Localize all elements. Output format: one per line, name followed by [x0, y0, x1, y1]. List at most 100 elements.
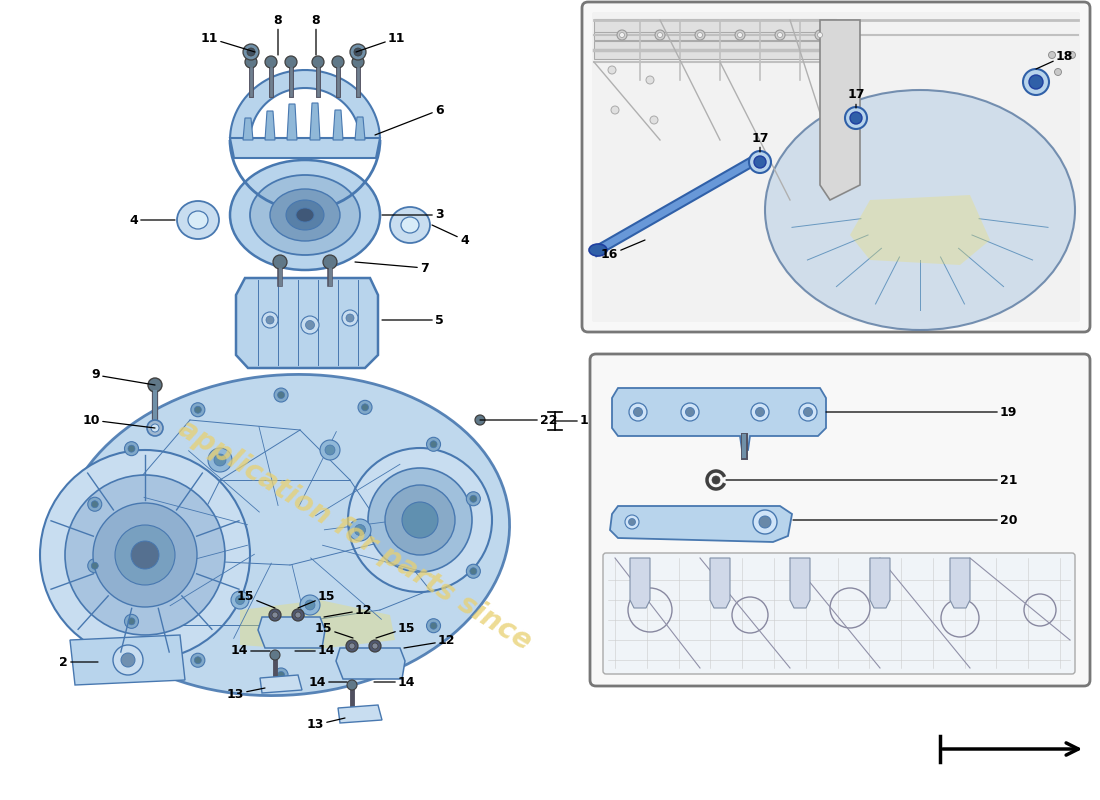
Text: 15: 15	[315, 622, 353, 638]
Circle shape	[475, 415, 485, 425]
Circle shape	[94, 503, 197, 607]
Circle shape	[385, 485, 455, 555]
Circle shape	[274, 388, 288, 402]
Circle shape	[320, 440, 340, 460]
Circle shape	[695, 30, 705, 40]
Circle shape	[617, 30, 627, 40]
Circle shape	[358, 656, 372, 670]
Text: 15: 15	[298, 590, 336, 608]
Polygon shape	[710, 558, 730, 608]
Circle shape	[619, 33, 625, 38]
Polygon shape	[287, 104, 297, 140]
Circle shape	[342, 310, 358, 326]
Polygon shape	[230, 70, 380, 140]
Circle shape	[845, 107, 867, 129]
Circle shape	[625, 515, 639, 529]
Polygon shape	[612, 388, 826, 450]
Text: 14: 14	[308, 675, 346, 689]
Circle shape	[658, 33, 662, 38]
Ellipse shape	[230, 160, 380, 270]
Text: 9: 9	[91, 369, 155, 385]
Circle shape	[1023, 69, 1049, 95]
Text: 14: 14	[231, 645, 270, 658]
Circle shape	[131, 541, 160, 569]
Text: 20: 20	[793, 514, 1018, 526]
Circle shape	[116, 525, 175, 585]
Polygon shape	[820, 20, 860, 200]
FancyBboxPatch shape	[590, 354, 1090, 686]
Text: 11: 11	[200, 31, 255, 52]
Polygon shape	[333, 110, 343, 140]
Circle shape	[1068, 51, 1076, 58]
Text: 12: 12	[324, 603, 373, 617]
Circle shape	[754, 510, 777, 534]
Polygon shape	[850, 195, 990, 265]
Polygon shape	[610, 506, 792, 542]
Circle shape	[65, 475, 226, 635]
Circle shape	[749, 151, 771, 173]
Circle shape	[349, 519, 371, 541]
Text: 4: 4	[432, 225, 469, 246]
Circle shape	[124, 442, 139, 456]
Text: 14: 14	[374, 675, 416, 689]
Circle shape	[1048, 51, 1056, 58]
Polygon shape	[336, 648, 405, 679]
Circle shape	[799, 403, 817, 421]
Circle shape	[402, 502, 438, 538]
Text: 18: 18	[1036, 50, 1074, 69]
Circle shape	[756, 407, 764, 417]
Ellipse shape	[286, 200, 324, 230]
Text: 5: 5	[382, 314, 443, 326]
Circle shape	[231, 591, 249, 609]
Circle shape	[759, 516, 771, 528]
Circle shape	[776, 30, 785, 40]
Circle shape	[285, 56, 297, 68]
Circle shape	[277, 671, 285, 678]
Circle shape	[245, 56, 257, 68]
Circle shape	[354, 48, 362, 56]
Text: 21: 21	[726, 474, 1018, 486]
Circle shape	[191, 402, 205, 417]
Circle shape	[608, 66, 616, 74]
FancyBboxPatch shape	[592, 12, 1080, 322]
Circle shape	[697, 33, 703, 38]
Circle shape	[352, 56, 364, 68]
Text: application for parts since: application for parts since	[173, 414, 537, 656]
Circle shape	[273, 255, 287, 269]
Circle shape	[346, 314, 354, 322]
Text: 16: 16	[601, 240, 645, 262]
Circle shape	[266, 316, 274, 324]
Text: 8: 8	[311, 14, 320, 55]
Text: 1: 1	[556, 414, 588, 427]
Text: 19: 19	[826, 406, 1018, 418]
Polygon shape	[236, 278, 378, 368]
Circle shape	[1028, 75, 1043, 89]
Circle shape	[470, 568, 477, 574]
Circle shape	[803, 407, 813, 417]
Polygon shape	[870, 558, 890, 608]
Circle shape	[88, 498, 102, 511]
Circle shape	[195, 406, 201, 414]
Circle shape	[324, 445, 336, 455]
Circle shape	[274, 668, 288, 682]
Circle shape	[91, 501, 98, 508]
Circle shape	[654, 30, 666, 40]
Ellipse shape	[250, 175, 360, 255]
Polygon shape	[355, 117, 365, 140]
Circle shape	[277, 391, 285, 398]
Circle shape	[634, 407, 642, 417]
Text: 15: 15	[376, 622, 416, 638]
Circle shape	[354, 525, 365, 535]
Circle shape	[646, 76, 654, 84]
Circle shape	[262, 312, 278, 328]
Circle shape	[430, 441, 437, 448]
Circle shape	[88, 558, 102, 573]
Circle shape	[147, 420, 163, 436]
Circle shape	[349, 643, 355, 649]
Circle shape	[850, 112, 862, 124]
Circle shape	[332, 56, 344, 68]
Circle shape	[248, 48, 255, 56]
Polygon shape	[594, 32, 836, 40]
Ellipse shape	[588, 244, 607, 256]
Circle shape	[466, 564, 481, 578]
